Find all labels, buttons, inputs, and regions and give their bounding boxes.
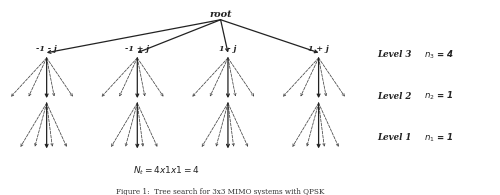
Text: $n_{1}$ = 1: $n_{1}$ = 1 xyxy=(424,131,454,144)
Text: Level 1: Level 1 xyxy=(378,133,412,142)
Text: root: root xyxy=(210,10,232,19)
Text: $n_{3}$ = 4: $n_{3}$ = 4 xyxy=(424,48,454,61)
Text: Figure 1:  Tree search for 3x3 MIMO systems with QPSK: Figure 1: Tree search for 3x3 MIMO syste… xyxy=(116,188,325,195)
Text: 1 - j: 1 - j xyxy=(220,45,236,53)
Text: -1 + j: -1 + j xyxy=(125,45,150,53)
Text: Level 3: Level 3 xyxy=(378,50,412,59)
Text: $n_{2}$ = 1: $n_{2}$ = 1 xyxy=(424,90,454,102)
Text: -1 - j: -1 - j xyxy=(36,45,57,53)
Text: $N_t = 4x1x1 = 4$: $N_t = 4x1x1 = 4$ xyxy=(134,164,200,177)
Text: 1 + j: 1 + j xyxy=(308,45,329,53)
Text: Level 2: Level 2 xyxy=(378,92,412,101)
